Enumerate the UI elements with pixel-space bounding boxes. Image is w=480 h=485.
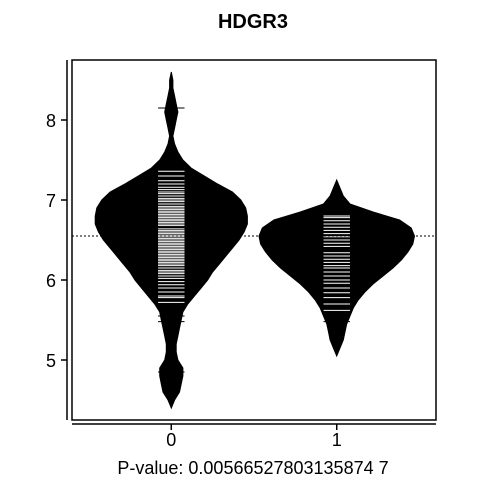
chart-title: HDGR3: [218, 11, 288, 33]
x-axis-label: P-value: 0.00566527803135874 7: [117, 458, 388, 478]
y-tick-label: 5: [46, 351, 56, 371]
y-ticks: 5 6 7 8: [46, 111, 67, 371]
y-tick-label: 8: [46, 111, 56, 131]
y-tick-label: 7: [46, 191, 56, 211]
x-tick-label: 1: [332, 430, 342, 450]
bean-group-1: [258, 178, 416, 358]
y-tick-label: 6: [46, 271, 56, 291]
plot-frame: [71, 59, 437, 421]
bean-group-0: [94, 71, 248, 410]
x-tick-label: 0: [166, 430, 176, 450]
bean-layer: [94, 71, 416, 410]
